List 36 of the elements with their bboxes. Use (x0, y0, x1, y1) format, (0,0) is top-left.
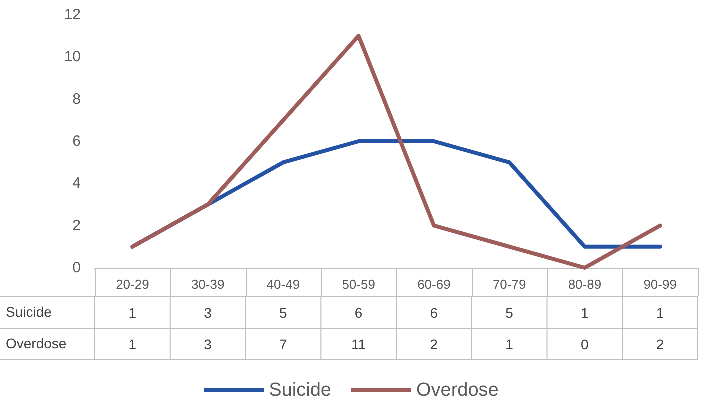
text: Suicide (6, 304, 52, 320)
y-tick-label: 10 (64, 48, 81, 66)
data-label: 2 (430, 336, 438, 352)
data-label: 1 (506, 336, 514, 352)
line-series (130, 34, 662, 270)
data-label: 6 (354, 304, 363, 321)
y-tick-label: 8 (72, 90, 81, 108)
x-tick-label: 80-89 (568, 277, 602, 292)
x-tick-label: 20-29 (116, 277, 150, 292)
data-label: 1 (581, 304, 590, 321)
y-tick-label: 4 (72, 175, 81, 192)
x-tick-label: 50-59 (342, 277, 376, 292)
data-label: 11 (352, 336, 366, 352)
legend-label: Suicide (269, 380, 332, 401)
data-label: 7 (280, 336, 288, 352)
data-label: 2 (656, 336, 664, 352)
data-label: 3 (204, 336, 212, 352)
data-label: 1 (656, 304, 664, 321)
y-tick-label: 12 (64, 6, 81, 24)
x-tick-label: 60-69 (418, 277, 451, 292)
x-tick-label: 70-79 (492, 277, 526, 292)
data-label: 3 (204, 304, 212, 321)
legend-label: Overdose (416, 380, 499, 401)
x-tick-label: 40-49 (266, 277, 300, 292)
x-tick-label: 30-39 (191, 277, 225, 292)
text: Overdose (6, 335, 67, 352)
data-label: 5 (506, 304, 514, 321)
data-label: 1 (128, 304, 137, 321)
data-label: 1 (128, 336, 137, 352)
data-label: 6 (430, 304, 438, 321)
data-label: 0 (581, 336, 590, 352)
y-tick-label: 6 (72, 133, 81, 150)
data-label: 5 (280, 304, 288, 321)
y-tick-label: 0 (72, 260, 81, 276)
y-tick-label: 2 (72, 217, 81, 234)
x-tick-label: 90-99 (644, 277, 677, 292)
